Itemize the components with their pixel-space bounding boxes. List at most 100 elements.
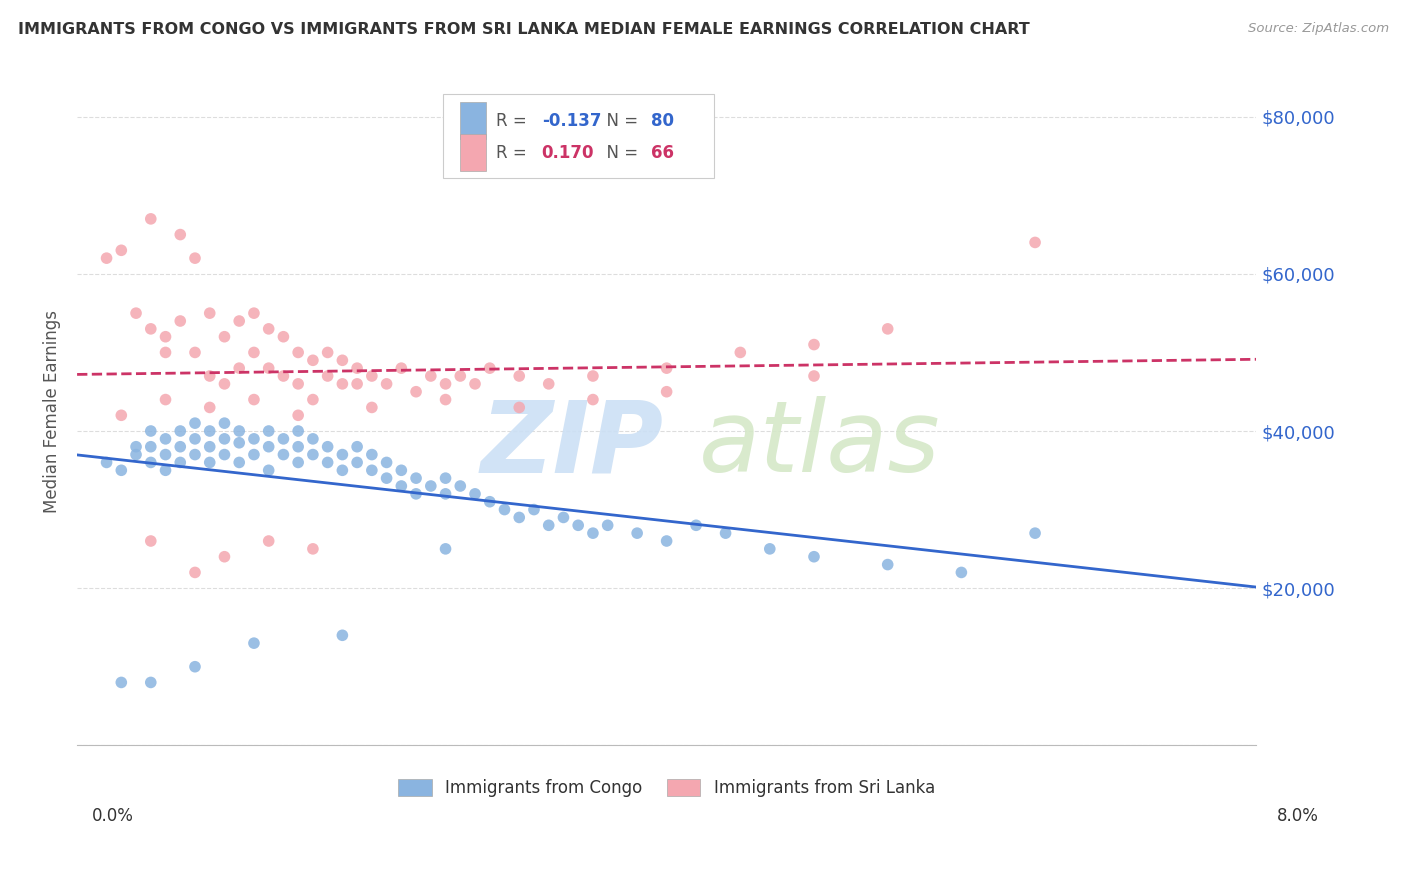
Point xyxy=(346,455,368,469)
Point xyxy=(214,376,236,391)
Point xyxy=(302,392,325,407)
Text: 8.0%: 8.0% xyxy=(1277,807,1319,825)
Point xyxy=(257,534,280,549)
Point xyxy=(228,361,250,376)
Point xyxy=(582,526,605,541)
Point xyxy=(139,455,162,469)
Point xyxy=(478,361,501,376)
Point xyxy=(155,432,177,446)
Point xyxy=(419,479,441,493)
Point xyxy=(184,251,207,265)
Text: atlas: atlas xyxy=(699,396,941,493)
Point xyxy=(375,455,398,469)
Text: 66: 66 xyxy=(651,144,675,161)
Point xyxy=(332,448,354,462)
Text: R =: R = xyxy=(496,144,537,161)
Point xyxy=(567,518,589,533)
Point xyxy=(273,369,295,384)
Point xyxy=(198,306,221,320)
Point xyxy=(243,306,266,320)
Point xyxy=(110,675,132,690)
Point xyxy=(494,502,516,516)
Point xyxy=(405,487,427,501)
Point xyxy=(287,424,309,438)
Point xyxy=(184,345,207,359)
Point xyxy=(346,361,368,376)
Point xyxy=(730,345,752,359)
Point xyxy=(803,369,825,384)
Point xyxy=(508,510,530,524)
Point xyxy=(155,448,177,462)
Point xyxy=(243,448,266,462)
Point xyxy=(1024,235,1046,250)
Point xyxy=(375,376,398,391)
Point xyxy=(302,448,325,462)
Point xyxy=(626,526,648,541)
Point xyxy=(214,416,236,430)
Point xyxy=(876,558,898,572)
Point xyxy=(360,448,382,462)
Point xyxy=(582,392,605,407)
Point xyxy=(346,376,368,391)
Point xyxy=(287,409,309,423)
Point xyxy=(139,675,162,690)
Point xyxy=(346,440,368,454)
Point xyxy=(243,636,266,650)
Point xyxy=(332,376,354,391)
Point xyxy=(287,455,309,469)
Point xyxy=(110,244,132,258)
Point xyxy=(449,369,471,384)
Point xyxy=(553,510,575,524)
Point xyxy=(302,541,325,556)
Point xyxy=(228,455,250,469)
Point xyxy=(316,440,339,454)
Point xyxy=(360,369,382,384)
Point xyxy=(184,566,207,580)
Text: R =: R = xyxy=(496,112,531,129)
Point xyxy=(714,526,737,541)
Point xyxy=(1024,526,1046,541)
Point xyxy=(155,463,177,477)
Y-axis label: Median Female Earnings: Median Female Earnings xyxy=(44,310,60,513)
Point xyxy=(184,448,207,462)
Point xyxy=(685,518,707,533)
Point xyxy=(287,345,309,359)
Point xyxy=(257,361,280,376)
Point xyxy=(389,479,412,493)
Point xyxy=(125,440,148,454)
Point xyxy=(273,432,295,446)
Text: N =: N = xyxy=(596,144,644,161)
Point xyxy=(257,322,280,336)
Point xyxy=(139,534,162,549)
Point xyxy=(316,345,339,359)
Point xyxy=(508,369,530,384)
Point xyxy=(96,251,118,265)
Point xyxy=(464,487,486,501)
Text: IMMIGRANTS FROM CONGO VS IMMIGRANTS FROM SRI LANKA MEDIAN FEMALE EARNINGS CORREL: IMMIGRANTS FROM CONGO VS IMMIGRANTS FROM… xyxy=(18,22,1031,37)
FancyBboxPatch shape xyxy=(460,135,486,171)
Point xyxy=(169,440,191,454)
Point xyxy=(434,487,457,501)
Point xyxy=(287,376,309,391)
Point xyxy=(169,227,191,242)
Point xyxy=(523,502,546,516)
Point xyxy=(139,322,162,336)
Point xyxy=(169,424,191,438)
FancyBboxPatch shape xyxy=(443,95,714,178)
Point xyxy=(110,463,132,477)
Point xyxy=(287,440,309,454)
Point xyxy=(332,463,354,477)
Point xyxy=(582,369,605,384)
Point xyxy=(96,455,118,469)
Point xyxy=(155,329,177,343)
Point xyxy=(360,463,382,477)
Legend: Immigrants from Congo, Immigrants from Sri Lanka: Immigrants from Congo, Immigrants from S… xyxy=(391,772,942,804)
Point xyxy=(273,448,295,462)
Point xyxy=(596,518,619,533)
Point xyxy=(155,345,177,359)
Point xyxy=(876,322,898,336)
Point xyxy=(228,424,250,438)
Point xyxy=(316,369,339,384)
Point xyxy=(125,448,148,462)
Point xyxy=(198,424,221,438)
